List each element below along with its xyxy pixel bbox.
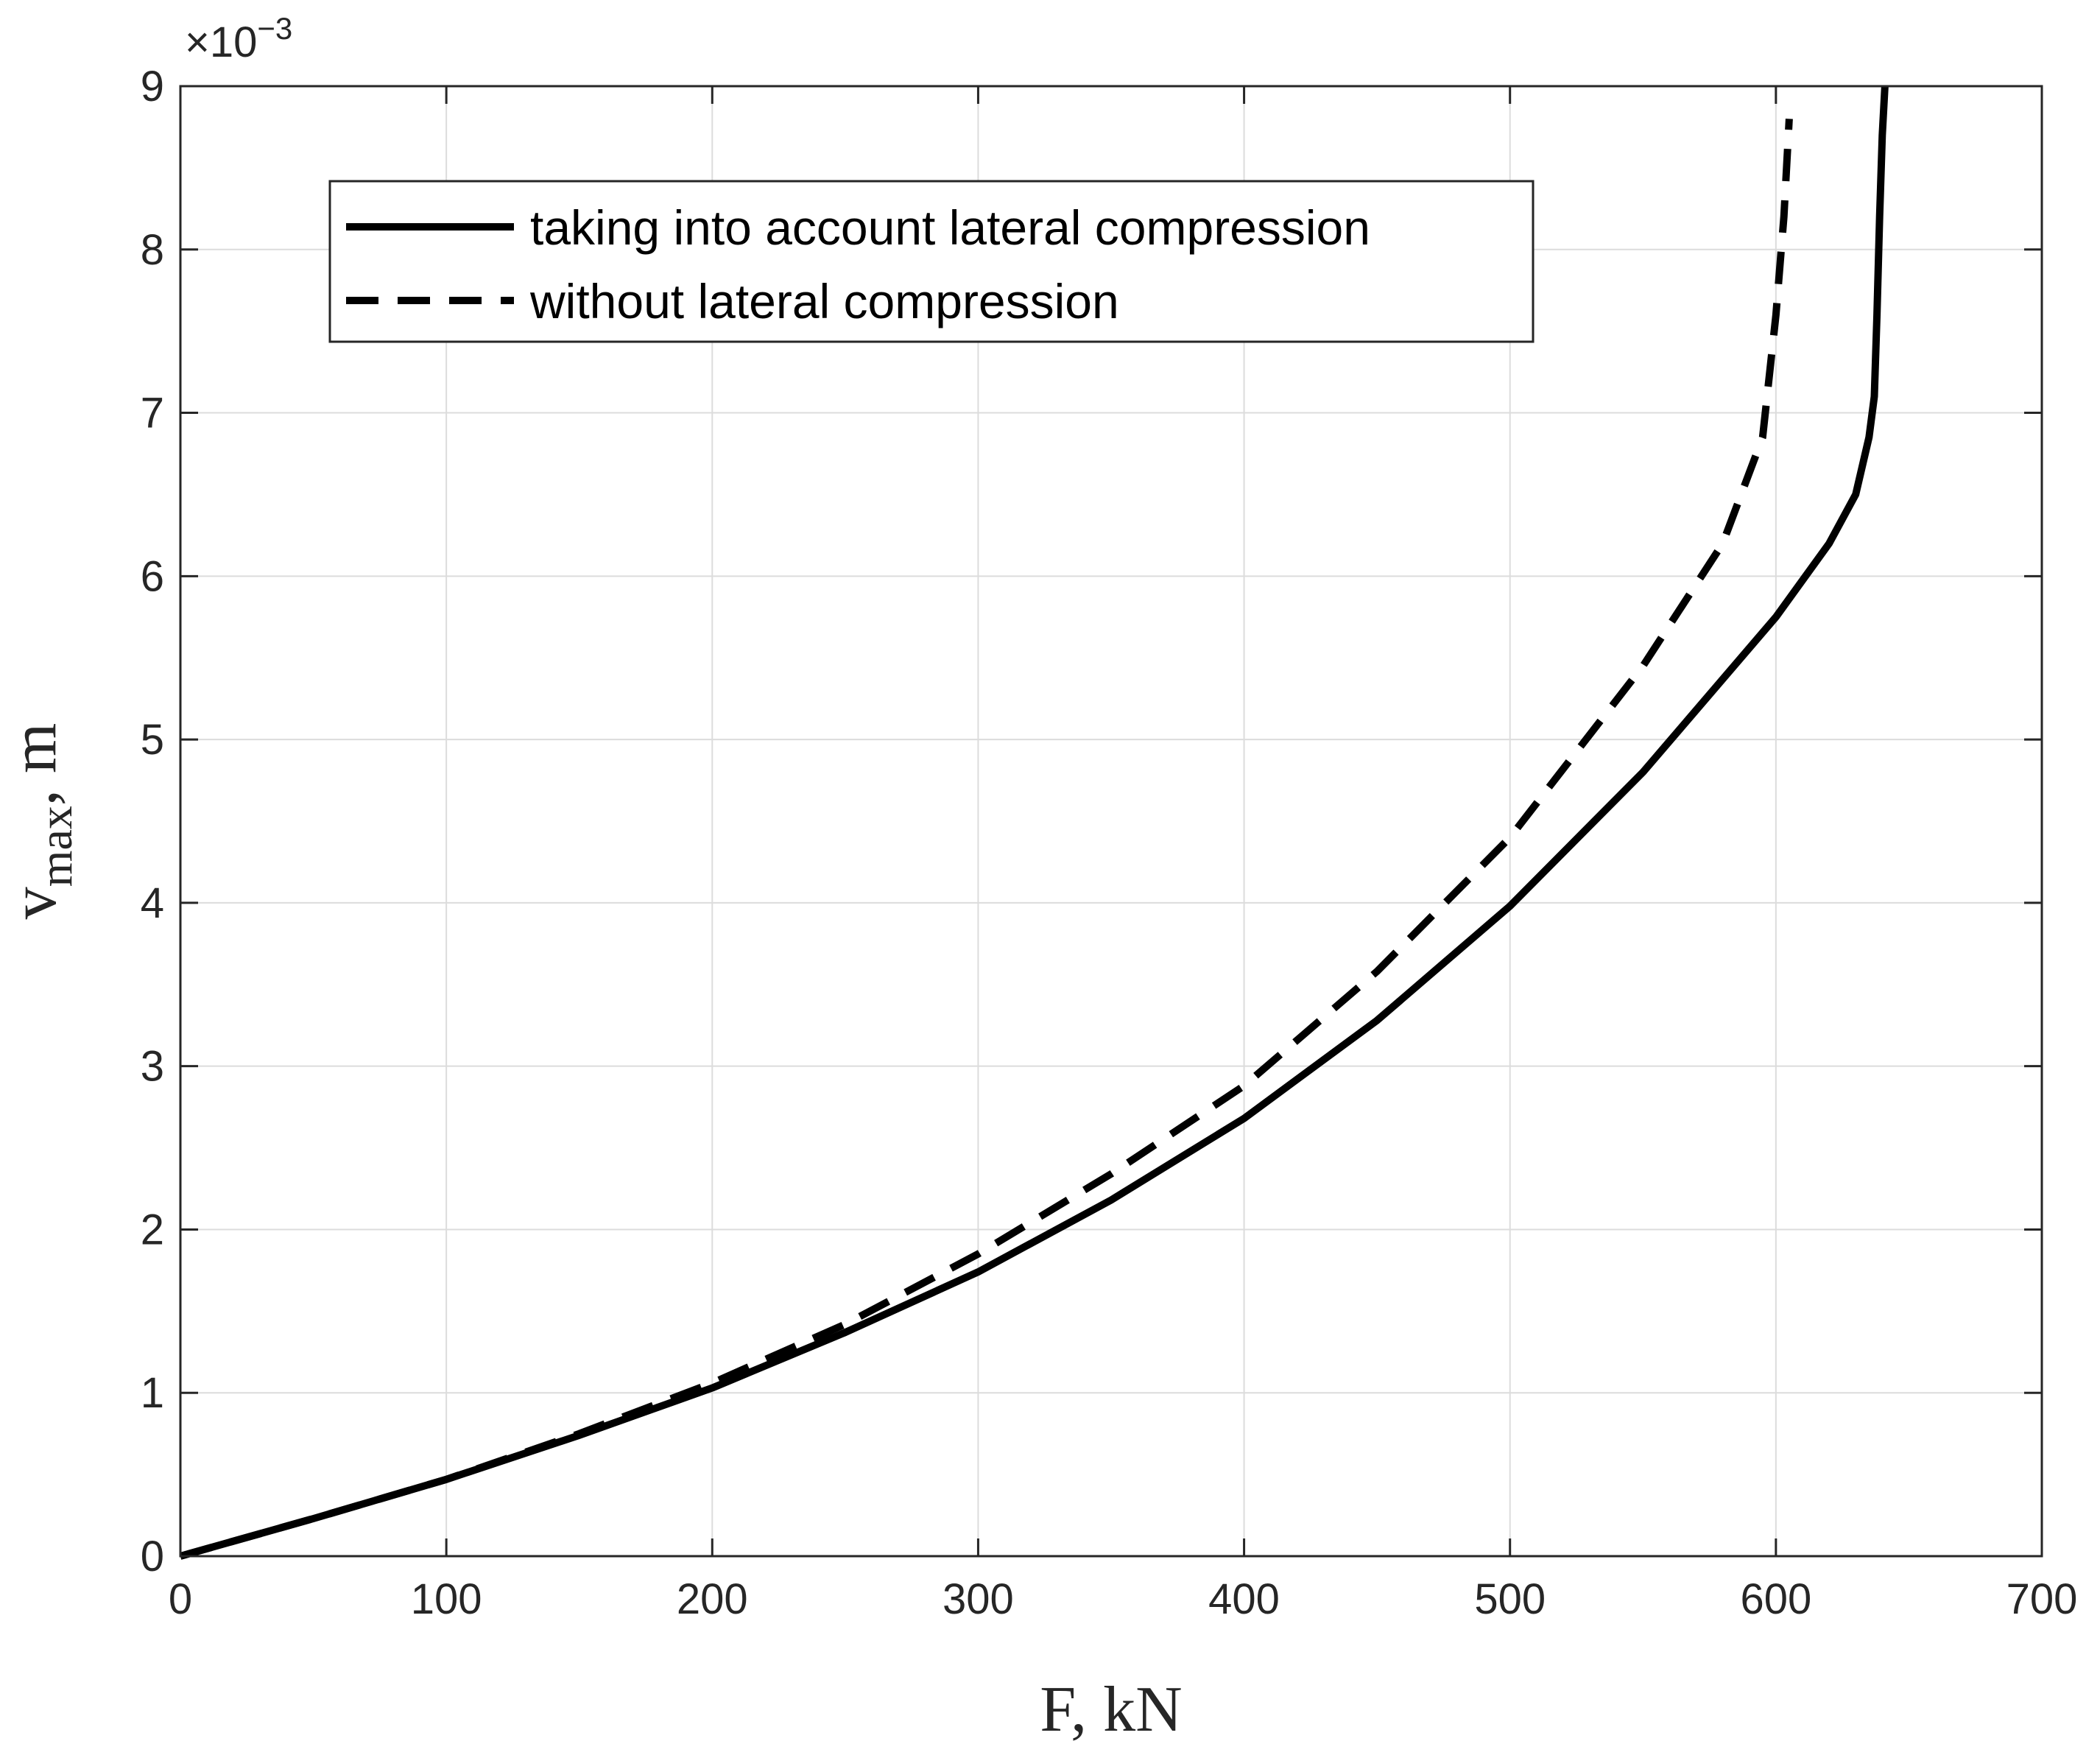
x-tick-label: 400 [1208,1575,1280,1623]
y-tick-label: 1 [141,1369,164,1417]
y-multiplier-exponent: −3 [257,11,292,46]
y-multiplier-base: ×10 [185,18,257,66]
x-tick-label: 700 [2006,1575,2078,1623]
y-axis-label-subscript: max [29,806,82,887]
y-tick-label: 7 [141,390,164,437]
y-axis-label-symbol: v [0,887,70,919]
y-tick-label: 9 [141,63,164,110]
y-tick-label: 4 [141,879,164,927]
series-layer [179,85,1889,1560]
x-tick-label: 200 [677,1575,748,1623]
x-tick-label: 500 [1474,1575,1546,1623]
y-tick-label: 8 [141,226,164,274]
axes-frame [179,85,2043,1558]
y-axis-label-unit: , m [0,723,70,806]
x-axis-label: F, kN [1040,1674,1182,1745]
y-tick-label: 2 [141,1206,164,1253]
legend: taking into account lateral compression w… [328,180,1535,343]
y-tick-label: 0 [141,1533,164,1580]
x-tick-label: 600 [1740,1575,1811,1623]
series-line-without-lateral-compression [179,119,1793,1560]
legend-label: without lateral compression [529,274,1119,328]
x-tick-label: 0 [169,1575,192,1623]
x-tick-label: 300 [942,1575,1014,1623]
legend-label: taking into account lateral compression [530,200,1370,255]
y-axis-label: vmax, m [0,723,82,920]
y-tick-label: 3 [141,1043,164,1091]
axis-ticks: 0 100 200 300 400 500 600 700 0 1 2 3 4 5 6 7 8 9 [141,63,2078,1623]
y-axis-multiplier: ×10−3 [185,11,292,66]
y-tick-label: 6 [141,552,164,600]
y-tick-label: 5 [141,716,164,764]
x-tick-label: 100 [411,1575,482,1623]
series-line-with-lateral-compression [179,85,1889,1560]
legend-box [328,180,1535,343]
